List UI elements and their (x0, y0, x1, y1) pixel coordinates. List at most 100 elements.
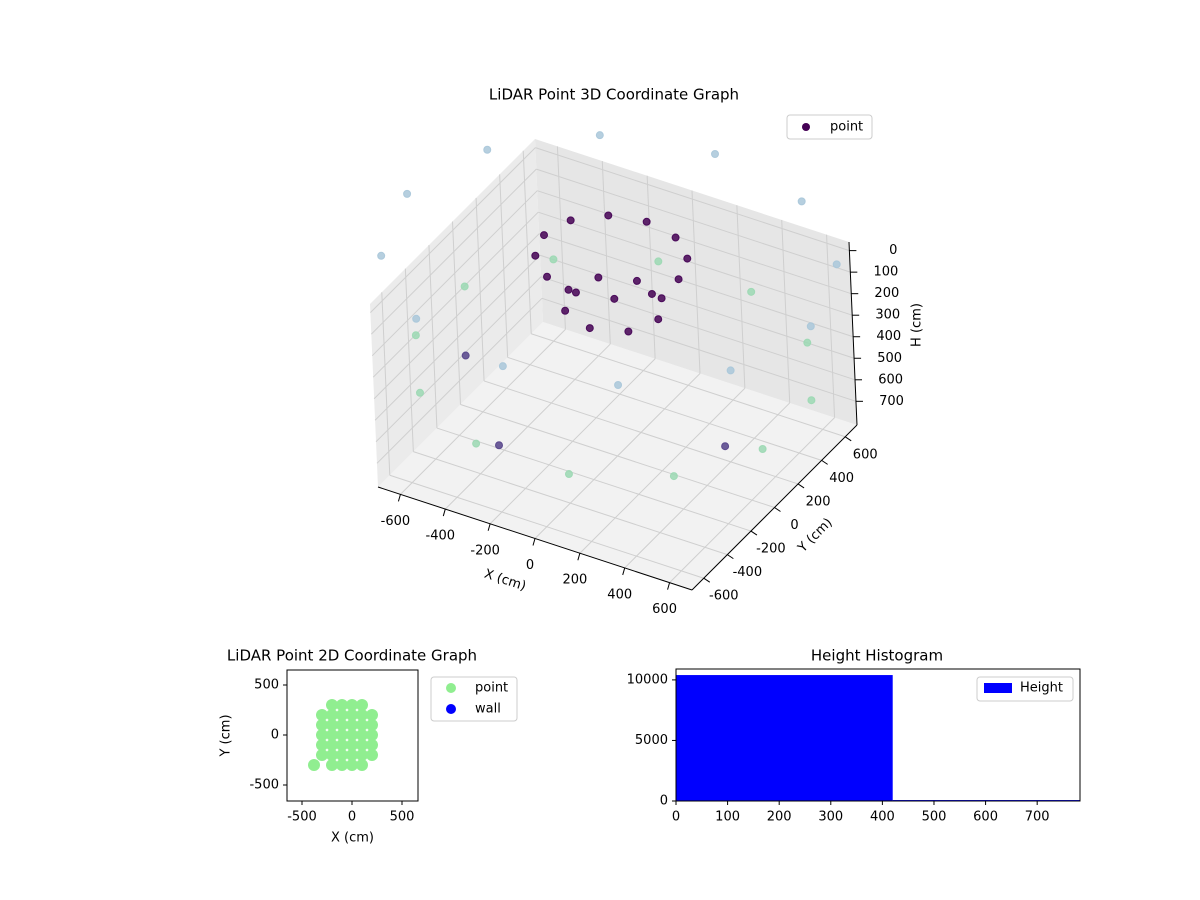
data-point (346, 709, 358, 721)
grid-line (531, 333, 846, 438)
data-point (415, 388, 424, 397)
x-tick-label: -500 (287, 810, 317, 825)
data-point (326, 709, 338, 721)
data-point (604, 211, 613, 220)
data-point (346, 749, 358, 761)
data-point (403, 189, 412, 198)
data-point (595, 131, 604, 140)
chart-title: Height Histogram (811, 647, 943, 665)
grid-line (538, 211, 853, 316)
data-point (585, 324, 594, 333)
tick-mark (442, 508, 446, 517)
tick-mark (487, 523, 491, 531)
tick-mark (622, 567, 626, 576)
tick-mark (397, 494, 401, 502)
tick-mark (667, 582, 671, 590)
y-tick-label: 10000 (627, 672, 668, 687)
grid-line (376, 297, 543, 464)
y-axis-label: Y (cm) (795, 515, 836, 556)
data-point (356, 709, 368, 721)
data-point (356, 739, 368, 751)
tick-mark (750, 530, 758, 536)
grid-line (540, 276, 856, 381)
tick-mark (727, 554, 734, 560)
grid-line (460, 404, 775, 508)
y-tick-label: 400 (829, 471, 854, 486)
data-point (657, 294, 666, 303)
data-point (346, 699, 358, 711)
z-tick-label: 500 (877, 351, 902, 366)
z-axis (848, 241, 858, 426)
grid-line (375, 276, 542, 443)
x-tick-label: 600 (652, 602, 677, 617)
x-axis-label: X (cm) (331, 831, 374, 846)
legend-marker (446, 704, 456, 714)
data-point (614, 381, 623, 390)
data-point (483, 145, 492, 154)
data-point (336, 729, 348, 741)
data-point (540, 231, 549, 240)
legend-label: point (475, 681, 508, 696)
data-point (594, 273, 603, 282)
data-point (797, 197, 806, 206)
x-axis (377, 486, 693, 591)
data-point (411, 331, 420, 340)
data-point (721, 442, 730, 451)
data-point (671, 233, 680, 242)
x-tick-label: 0 (348, 810, 356, 825)
data-point (543, 272, 552, 281)
data-point (316, 709, 328, 721)
data-point (366, 749, 378, 761)
data-point (366, 709, 378, 721)
grid-line (371, 190, 538, 357)
data-point (654, 257, 663, 266)
data-point (669, 472, 678, 481)
grid-line (370, 147, 536, 313)
grid-line (483, 380, 799, 485)
grid-line (538, 233, 854, 338)
data-point (647, 289, 656, 298)
data-point (356, 699, 368, 711)
grid-line (370, 168, 537, 335)
grid-line (373, 233, 540, 400)
grid-line (536, 168, 851, 273)
y-axis (691, 424, 858, 591)
y-tick-label: 600 (853, 447, 878, 462)
legend-box (786, 114, 873, 140)
data-point (564, 470, 573, 479)
data-point (472, 439, 481, 448)
legend-marker (984, 683, 1012, 693)
data-point (566, 216, 575, 225)
data-point (726, 366, 735, 375)
grid-line (537, 190, 852, 295)
data-point (683, 254, 692, 263)
data-point (356, 719, 368, 731)
data-point (326, 739, 338, 751)
data-point (747, 287, 756, 296)
data-point (531, 251, 540, 260)
data-point (336, 759, 348, 771)
legend-label: point (830, 120, 863, 135)
z-tick-label: 400 (876, 329, 901, 344)
data-point (336, 709, 348, 721)
data-point (549, 255, 558, 264)
legend-label: wall (475, 702, 501, 717)
data-point (564, 285, 573, 294)
legend-marker (802, 123, 810, 131)
data-point (377, 251, 386, 260)
data-point (807, 396, 816, 405)
z-tick-label: 200 (874, 286, 899, 301)
z-tick-label: 100 (873, 265, 898, 280)
x-tick-label: -400 (426, 529, 456, 544)
data-point (346, 739, 358, 751)
data-point (803, 338, 812, 347)
data-point (346, 719, 358, 731)
y-tick-label: 0 (790, 518, 798, 533)
data-point (356, 729, 368, 741)
data-point (356, 749, 368, 761)
data-point (326, 699, 338, 711)
z-tick-label: 700 (879, 394, 904, 409)
grid-line (436, 427, 752, 532)
x-tick-label: 100 (715, 810, 740, 825)
